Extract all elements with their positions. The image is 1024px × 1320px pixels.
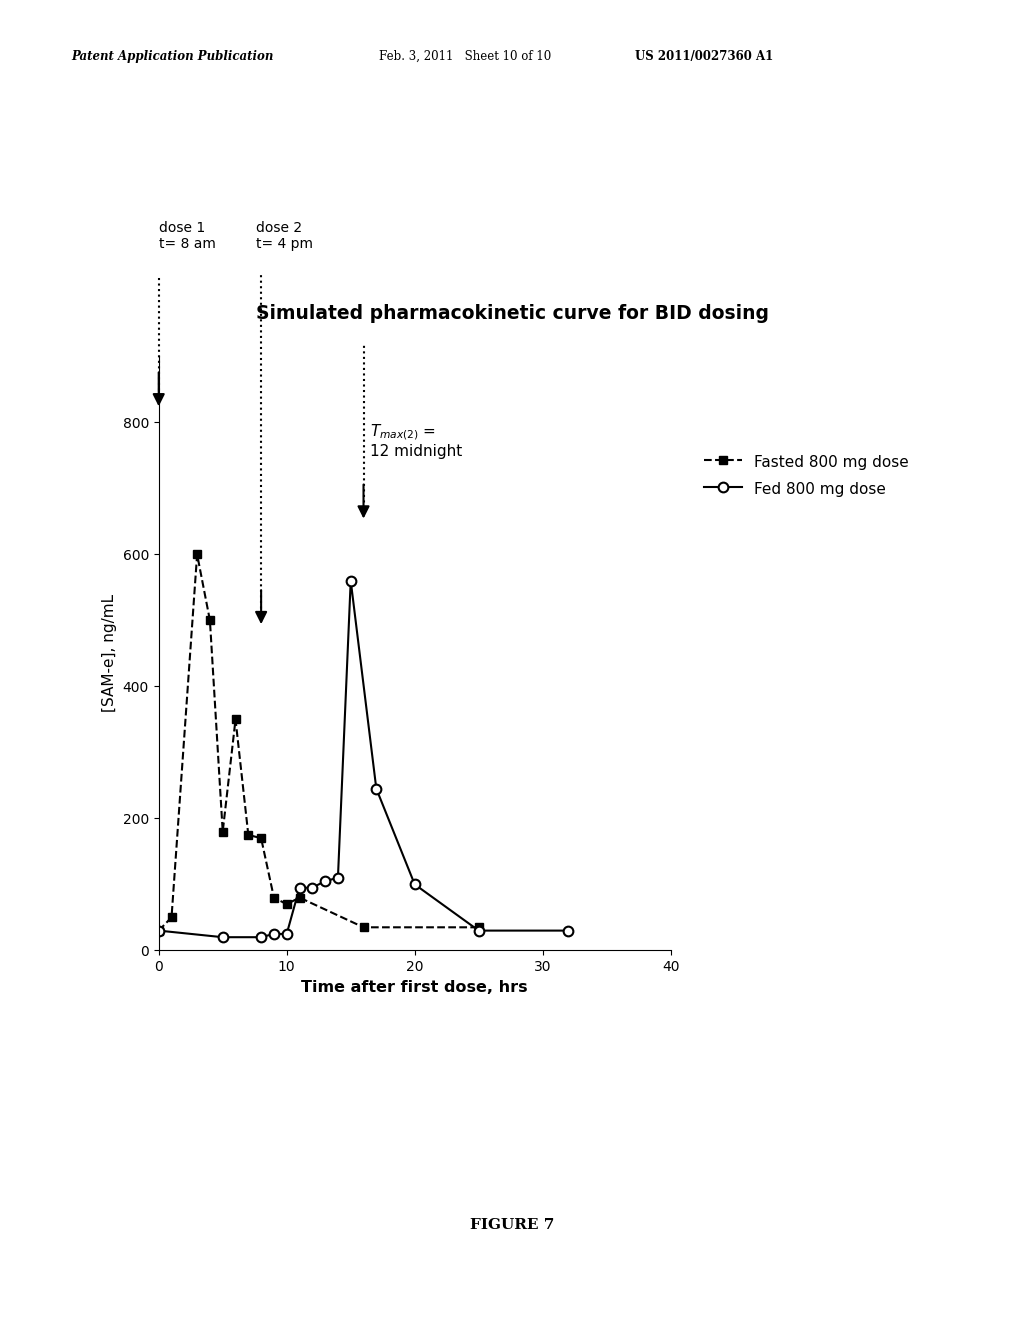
Fed 800 mg dose [562,923,574,939]
Text: US 2011/0027360 A1: US 2011/0027360 A1 [635,50,773,63]
Fed 800 mg dose [306,879,318,895]
Text: Feb. 3, 2011   Sheet 10 of 10: Feb. 3, 2011 Sheet 10 of 10 [379,50,551,63]
Line: Fasted 800 mg dose: Fasted 800 mg dose [155,550,483,935]
Fed 800 mg dose [293,879,305,895]
Fed 800 mg dose [344,573,357,589]
Text: Patent Application Publication: Patent Application Publication [72,50,274,63]
Fed 800 mg dose [153,923,165,939]
Legend: Fasted 800 mg dose, Fed 800 mg dose: Fasted 800 mg dose, Fed 800 mg dose [703,453,909,498]
Fasted 800 mg dose [242,826,254,843]
Y-axis label: [SAM-e], ng/mL: [SAM-e], ng/mL [102,594,117,713]
Fasted 800 mg dose [357,919,370,935]
Fed 800 mg dose [319,874,332,890]
Fasted 800 mg dose [229,711,242,727]
Fasted 800 mg dose [268,890,281,906]
Text: FIGURE 7: FIGURE 7 [470,1218,554,1232]
Fed 800 mg dose [371,780,383,796]
Fed 800 mg dose [268,927,281,942]
Text: Simulated pharmacokinetic curve for BID dosing: Simulated pharmacokinetic curve for BID … [256,305,768,323]
Fed 800 mg dose [409,876,421,892]
Fasted 800 mg dose [190,546,203,562]
Fed 800 mg dose [473,923,485,939]
Fasted 800 mg dose [217,824,229,840]
Fasted 800 mg dose [473,919,485,935]
Fasted 800 mg dose [166,909,178,925]
Fed 800 mg dose [332,870,344,886]
Fasted 800 mg dose [204,612,216,628]
Fasted 800 mg dose [293,890,305,906]
Line: Fed 800 mg dose: Fed 800 mg dose [154,576,573,942]
Fasted 800 mg dose [255,830,267,846]
Fasted 800 mg dose [153,923,165,939]
Text: dose 1
t= 8 am: dose 1 t= 8 am [159,220,216,251]
Text: $T_{max(2)}$ =
12 midnight: $T_{max(2)}$ = 12 midnight [370,422,462,459]
Fasted 800 mg dose [281,896,293,912]
Fed 800 mg dose [281,927,293,942]
Text: dose 2
t= 4 pm: dose 2 t= 4 pm [256,220,313,251]
Fed 800 mg dose [255,929,267,945]
Fed 800 mg dose [217,929,229,945]
X-axis label: Time after first dose, hrs: Time after first dose, hrs [301,979,528,995]
